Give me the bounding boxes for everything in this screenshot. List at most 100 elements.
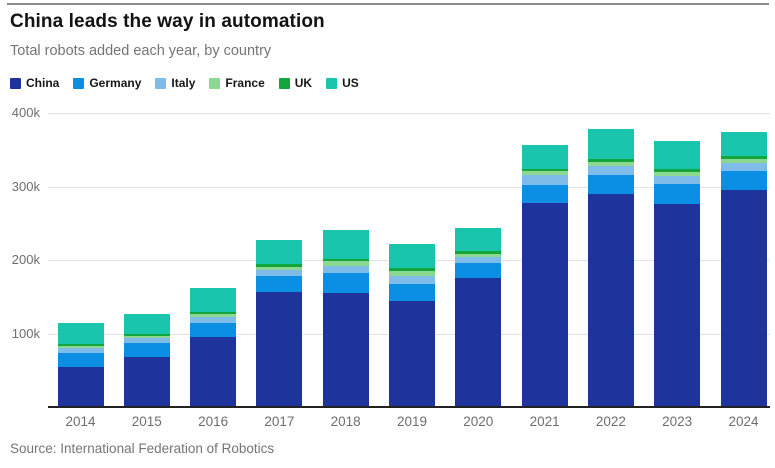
x-tick-label: 2016 [198, 414, 229, 429]
bar-segment-uk-2018 [322, 259, 369, 262]
bar-segment-china-2022 [587, 193, 634, 407]
stacked-bar-2023 [654, 140, 701, 407]
x-tick-label: 2024 [728, 414, 759, 429]
bar-segment-italy-2019 [389, 276, 435, 284]
legend-label: France [225, 76, 265, 90]
legend-item-italy: Italy [155, 76, 195, 90]
bar-segment-us-2017 [256, 240, 303, 265]
x-tick-label: 2017 [264, 414, 295, 429]
y-tick-label: 400k [11, 105, 40, 120]
bar-segment-us-2020 [455, 228, 502, 252]
legend-swatch-france [209, 77, 221, 89]
bar-segment-china-2018 [322, 293, 369, 407]
stacked-bar-2016 [190, 287, 237, 407]
x-tick-label: 2015 [131, 414, 162, 429]
bar-segment-germany-2023 [654, 183, 701, 205]
stacked-bar-2021 [521, 144, 568, 407]
bar-segment-germany-2018 [322, 273, 369, 294]
bar-segment-france-2014 [57, 346, 104, 349]
bar-segment-uk-2021 [521, 168, 568, 172]
stacked-bar-2024 [720, 132, 767, 407]
legend-item-uk: UK [278, 76, 312, 90]
bar-segment-france-2015 [123, 335, 170, 338]
bar-segment-china-2021 [521, 203, 568, 407]
bar-segment-germany-2024 [720, 171, 767, 191]
bar-segment-france-2023 [654, 171, 701, 177]
y-tick-label: 100k [11, 325, 40, 341]
legend: China Germany Italy France UK US [10, 76, 359, 90]
source-note: Source: International Federation of Robo… [10, 441, 275, 456]
bar-segment-germany-2019 [389, 283, 435, 302]
gridline-400k [48, 113, 770, 114]
legend-item-us: US [326, 76, 359, 90]
bar-segment-us-2023 [654, 140, 701, 169]
bar-segment-italy-2024 [720, 163, 767, 172]
legend-swatch-uk [278, 77, 290, 89]
chart-title: China leads the way in automation [10, 11, 325, 32]
bar-segment-us-2014 [57, 323, 104, 344]
bar-segment-france-2018 [322, 261, 369, 266]
bar-segment-us-2022 [587, 129, 634, 160]
bar-segment-china-2014 [57, 366, 104, 407]
x-tick-label: 2018 [330, 414, 361, 429]
bar-segment-france-2024 [720, 159, 767, 163]
x-tick-label: 2020 [463, 414, 494, 429]
legend-swatch-italy [155, 77, 167, 89]
bar-segment-germany-2020 [455, 262, 502, 278]
stacked-bar-2014 [57, 323, 104, 407]
bar-segment-us-2024 [720, 132, 767, 157]
bar-segment-italy-2016 [190, 317, 237, 323]
bar-segment-germany-2016 [190, 322, 237, 338]
x-tick-label: 2021 [529, 414, 560, 429]
plot-area [48, 113, 770, 407]
bar-segment-us-2021 [521, 144, 568, 169]
y-tick-label: 200k [11, 252, 40, 267]
bar-segment-us-2015 [123, 313, 170, 334]
gridline-300k [48, 186, 770, 188]
bar-segment-uk-2017 [256, 264, 303, 267]
bar-segment-germany-2021 [521, 185, 568, 204]
legend-swatch-germany [73, 77, 85, 89]
stacked-bar-2022 [587, 129, 634, 407]
bar-segment-italy-2022 [587, 165, 634, 175]
x-tick-label: 2019 [396, 414, 428, 429]
bar-segment-italy-2015 [123, 337, 170, 344]
y-tick-label: 300k [11, 178, 40, 194]
bar-segment-france-2019 [389, 271, 435, 277]
legend-label: China [26, 76, 60, 90]
legend-swatch-us [326, 77, 338, 89]
bar-segment-germany-2017 [256, 276, 303, 293]
stacked-bar-2015 [123, 313, 170, 407]
legend-label: Germany [89, 76, 142, 90]
bar-segment-italy-2017 [256, 270, 303, 277]
bar-segment-italy-2014 [57, 348, 104, 353]
bar-segment-us-2016 [190, 287, 237, 313]
legend-item-germany: Germany [73, 76, 141, 90]
bar-segment-china-2016 [190, 337, 237, 407]
x-tick-label: 2023 [662, 414, 693, 429]
bar-segment-france-2021 [521, 171, 568, 176]
bar-segment-china-2023 [654, 204, 701, 407]
bar-segment-france-2016 [190, 314, 237, 318]
legend-item-france: France [209, 76, 265, 90]
bar-segment-italy-2023 [654, 176, 701, 184]
bar-segment-france-2022 [587, 162, 634, 166]
bar-segment-france-2017 [256, 266, 303, 271]
legend-label: US [342, 76, 359, 90]
bar-segment-uk-2015 [123, 333, 170, 336]
bar-segment-china-2015 [123, 357, 170, 407]
bar-segment-france-2020 [455, 254, 502, 258]
bar-segment-china-2019 [389, 301, 435, 407]
bar-segment-germany-2015 [123, 343, 170, 358]
bar-segment-us-2018 [322, 229, 369, 260]
bar-segment-china-2020 [455, 277, 502, 407]
bar-segment-china-2024 [720, 190, 767, 407]
x-tick-label: 2014 [65, 414, 96, 429]
bar-segment-uk-2022 [587, 159, 634, 163]
stacked-bar-2017 [256, 240, 303, 407]
stacked-bar-2020 [455, 228, 502, 407]
chart-subtitle: Total robots added each year, by country [10, 43, 272, 59]
legend-swatch-china [10, 77, 21, 89]
bar-segment-china-2017 [256, 292, 303, 407]
bar-segment-uk-2020 [455, 251, 502, 255]
